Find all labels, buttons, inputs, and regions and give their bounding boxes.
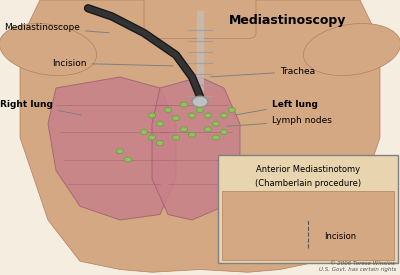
Text: Mediastinoscopy: Mediastinoscopy <box>229 14 347 27</box>
Ellipse shape <box>156 121 164 126</box>
Ellipse shape <box>220 113 228 118</box>
Ellipse shape <box>0 23 96 76</box>
Ellipse shape <box>192 96 208 107</box>
Ellipse shape <box>304 23 400 76</box>
Ellipse shape <box>124 157 132 162</box>
Ellipse shape <box>180 127 188 132</box>
Ellipse shape <box>172 135 180 140</box>
Text: Left lung: Left lung <box>235 100 318 115</box>
Ellipse shape <box>148 135 156 140</box>
Ellipse shape <box>148 113 156 118</box>
Ellipse shape <box>204 113 212 118</box>
Ellipse shape <box>212 135 220 140</box>
Text: Right lung: Right lung <box>0 100 81 115</box>
Text: Lymph nodes: Lymph nodes <box>227 117 332 126</box>
Text: Anterior Mediastinotomy: Anterior Mediastinotomy <box>256 165 360 174</box>
FancyBboxPatch shape <box>144 0 256 39</box>
Ellipse shape <box>228 108 236 112</box>
Ellipse shape <box>212 121 220 126</box>
Polygon shape <box>152 77 240 220</box>
Ellipse shape <box>164 108 172 112</box>
Text: Incision: Incision <box>52 59 173 68</box>
Ellipse shape <box>220 130 228 134</box>
Text: Incision: Incision <box>324 232 356 241</box>
Ellipse shape <box>188 113 196 118</box>
Ellipse shape <box>172 116 180 121</box>
Ellipse shape <box>116 149 124 154</box>
Text: (Chamberlain procedure): (Chamberlain procedure) <box>255 179 361 188</box>
Ellipse shape <box>180 102 188 107</box>
Polygon shape <box>20 0 380 272</box>
Text: © 2006 Terese Winslow
U.S. Govt. has certain rights: © 2006 Terese Winslow U.S. Govt. has cer… <box>319 262 396 272</box>
FancyBboxPatch shape <box>222 191 394 260</box>
Polygon shape <box>48 77 176 220</box>
Ellipse shape <box>156 141 164 145</box>
Ellipse shape <box>204 127 212 132</box>
Ellipse shape <box>188 132 196 137</box>
Text: Trachea: Trachea <box>211 67 315 77</box>
Ellipse shape <box>140 130 148 134</box>
Ellipse shape <box>196 108 204 112</box>
FancyBboxPatch shape <box>218 155 398 263</box>
Text: Mediastinoscope: Mediastinoscope <box>4 23 109 33</box>
